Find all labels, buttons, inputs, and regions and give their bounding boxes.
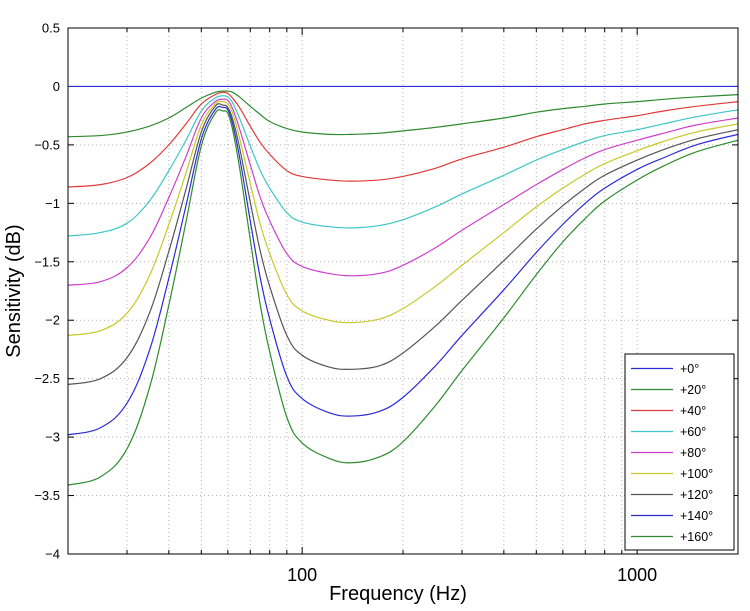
y-axis-label: Sensitivity (dB) — [3, 224, 25, 357]
y-tick-labels: 0.5 0 −0.5 −1 −1.5 −2 −2.5 −3 −3.5 −4 — [34, 21, 60, 562]
plot-frame — [67, 27, 739, 555]
series-line-4 — [67, 98, 739, 286]
series-line-2 — [67, 91, 739, 188]
legend-label: +80° — [680, 446, 706, 460]
legend-label: +0° — [680, 362, 699, 376]
legend: +0° +20° +40° +60° +80° +100° +120° +140° +160° — [624, 353, 735, 551]
series-line-7 — [67, 105, 739, 436]
y-tick-label: −3.5 — [34, 488, 60, 503]
y-tick-label: −4 — [45, 547, 60, 562]
legend-label: +40° — [680, 404, 706, 418]
y-tick-label: −1 — [45, 196, 60, 211]
y-tick-label: −1.5 — [34, 254, 60, 269]
series-line-5 — [67, 100, 739, 337]
series-group — [67, 85, 739, 486]
legend-label: +160° — [680, 530, 713, 544]
x-tick-labels: 100 1000 — [287, 565, 657, 585]
series-line-1 — [67, 90, 739, 138]
series-line-3 — [67, 95, 739, 237]
y-tick-label: −0.5 — [34, 137, 60, 152]
y-tick-label: 0.5 — [42, 21, 60, 36]
y-tick-label: 0 — [53, 79, 60, 94]
legend-label: +20° — [680, 383, 706, 397]
legend-label: +60° — [680, 425, 706, 439]
legend-label: +140° — [680, 509, 713, 523]
y-tick-label: −2 — [45, 313, 60, 328]
series-line-6 — [67, 103, 739, 386]
x-axis-label: Frequency (Hz) — [329, 583, 467, 605]
y-tick-label: −2.5 — [34, 371, 60, 386]
series-line-8 — [67, 109, 739, 486]
x-tick-label: 1000 — [617, 565, 657, 585]
legend-label: +100° — [680, 467, 713, 481]
x-tick-label: 100 — [287, 565, 317, 585]
y-tick-label: −3 — [45, 430, 60, 445]
legend-label: +120° — [680, 488, 713, 502]
